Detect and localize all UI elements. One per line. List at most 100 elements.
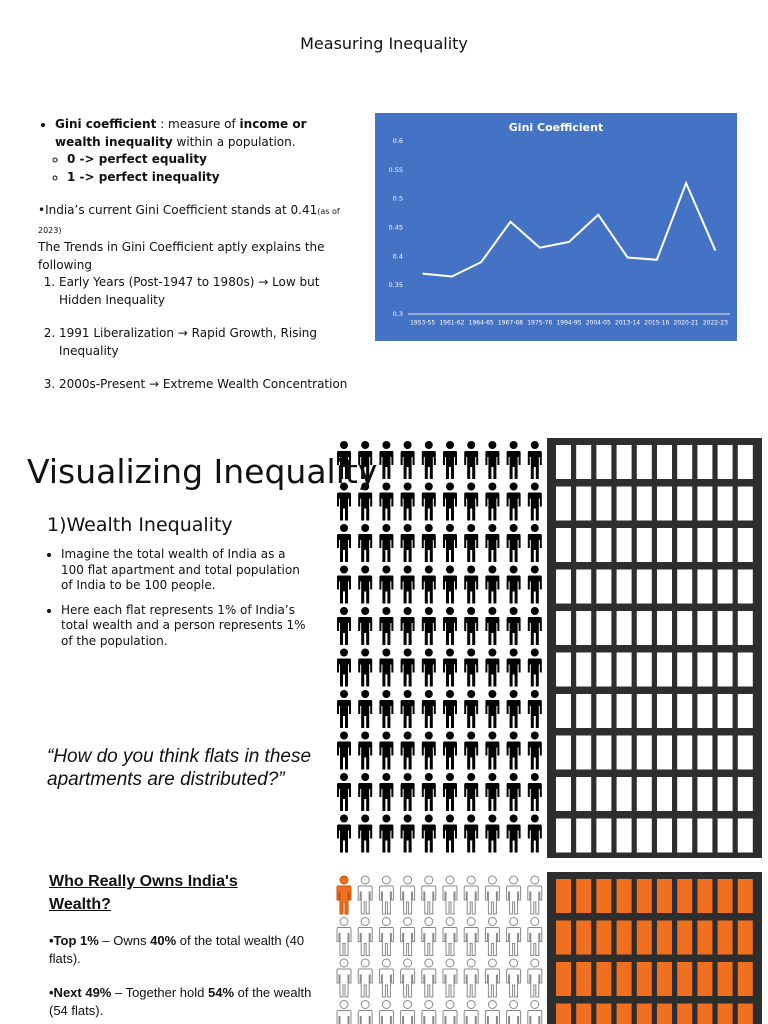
body (400, 534, 415, 562)
window (576, 920, 592, 955)
india-current: •India’s current Gini Coefficient stands… (38, 202, 356, 274)
person-icon (484, 1000, 500, 1024)
window (636, 1003, 652, 1024)
head (487, 917, 497, 926)
head (403, 917, 413, 926)
person-icon (379, 814, 394, 853)
head (467, 565, 476, 574)
body (400, 1010, 416, 1024)
head (381, 875, 391, 885)
window (697, 777, 713, 811)
head (424, 690, 433, 698)
person-icon (443, 731, 457, 770)
window (677, 1003, 693, 1024)
head (382, 690, 391, 698)
window (616, 694, 632, 728)
window (737, 818, 753, 853)
body (378, 968, 394, 998)
head (424, 773, 433, 781)
text: : measure of (156, 117, 240, 131)
head (360, 1000, 370, 1009)
trend: Early Years (Post-1947 to 1980s) → Low b… (59, 274, 356, 309)
head (424, 958, 434, 968)
body (400, 783, 415, 811)
person-icon (506, 731, 521, 770)
window (596, 694, 612, 728)
head (446, 648, 454, 657)
body (379, 492, 394, 521)
head (403, 814, 412, 823)
window (556, 735, 571, 770)
head (424, 731, 433, 740)
body (421, 741, 436, 770)
person-icon (337, 482, 351, 521)
person-icon (421, 690, 436, 728)
body (464, 617, 479, 645)
body (443, 534, 457, 562)
head (340, 565, 348, 574)
head (530, 814, 539, 823)
window (657, 486, 672, 521)
window (636, 445, 652, 479)
head (509, 875, 519, 885)
head (340, 648, 348, 657)
body (400, 824, 415, 853)
window (657, 777, 672, 811)
body (379, 534, 394, 562)
window (636, 962, 652, 996)
person-icon (400, 731, 415, 770)
head (382, 648, 391, 657)
person-icon (443, 690, 457, 728)
person-icon (358, 441, 373, 479)
person-icon (506, 1000, 522, 1024)
section-heading: Visualizing Inequality (27, 452, 378, 491)
person-icon (400, 607, 415, 645)
head (530, 773, 539, 781)
window (616, 528, 632, 562)
head (403, 731, 412, 740)
body (506, 824, 521, 853)
person-icon (464, 690, 479, 728)
head (446, 607, 454, 615)
window (717, 879, 733, 913)
window (596, 611, 612, 645)
head (424, 814, 433, 823)
window (616, 879, 632, 913)
window (556, 528, 571, 562)
window (697, 486, 713, 521)
head (382, 441, 391, 449)
person-icon (358, 773, 373, 811)
window (596, 920, 612, 955)
text: within a population. (172, 134, 296, 149)
text: – Owns (98, 933, 151, 948)
person-icon (443, 648, 457, 687)
person-icon (358, 482, 373, 521)
body (506, 492, 521, 521)
body (337, 741, 351, 770)
head (340, 773, 348, 781)
head (361, 814, 370, 823)
head (466, 1000, 476, 1009)
window (596, 652, 612, 687)
head (424, 648, 433, 657)
window (556, 445, 571, 479)
head (340, 607, 348, 615)
body (464, 451, 479, 479)
person-icon (358, 565, 373, 604)
head (509, 814, 518, 823)
y-tick-label: 0.4 (393, 252, 403, 260)
window (596, 528, 612, 562)
person-icon (379, 731, 394, 770)
x-tick-label: 1994-95 (556, 320, 581, 327)
window (596, 962, 612, 996)
body (421, 824, 436, 853)
person-icon (358, 814, 373, 853)
window (717, 818, 733, 853)
head (488, 731, 497, 740)
subheading: 1)Wealth Inequality (47, 514, 233, 536)
person-icon (357, 875, 373, 915)
person-icon (464, 731, 479, 770)
body (484, 885, 500, 915)
person-icon (421, 814, 436, 853)
